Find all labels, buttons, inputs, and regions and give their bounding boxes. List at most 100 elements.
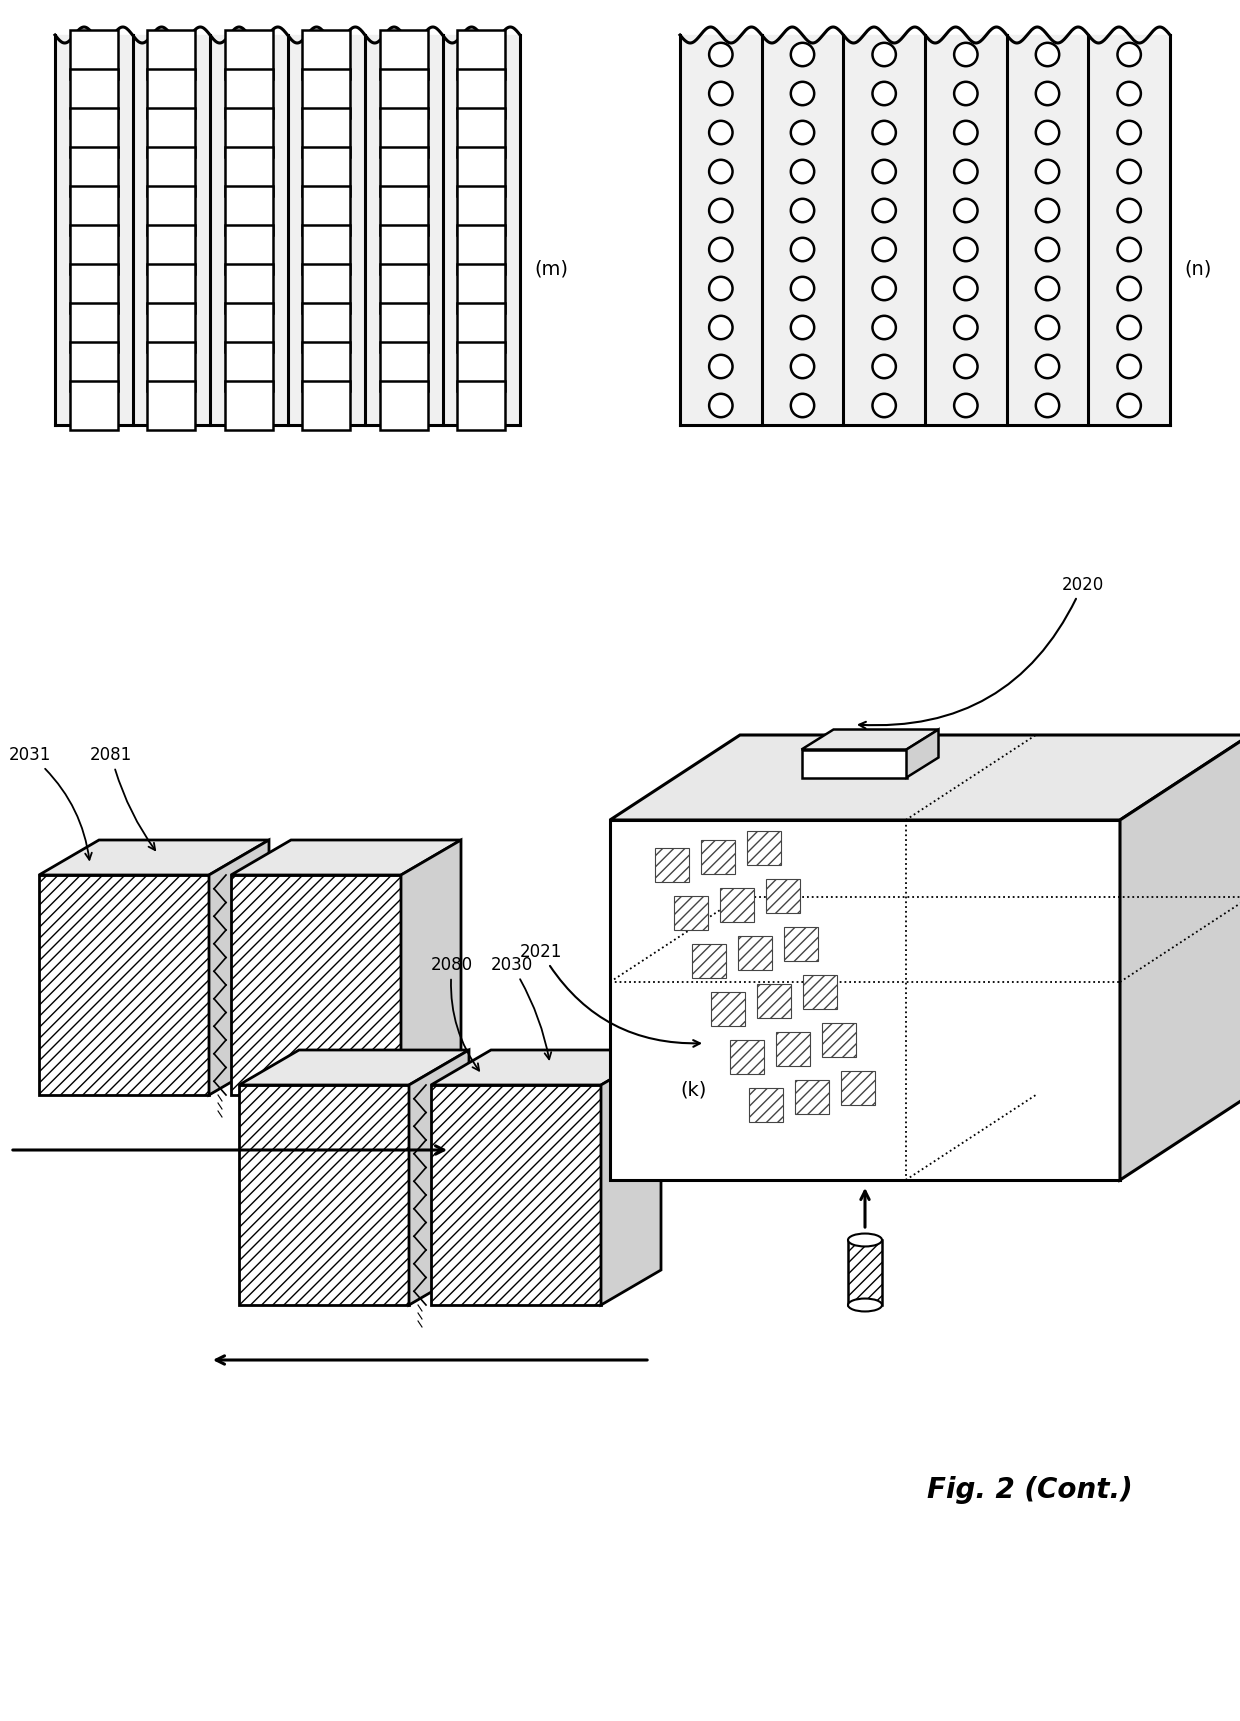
Bar (458, 382, 505, 430)
Polygon shape (1120, 735, 1240, 1181)
Circle shape (873, 277, 895, 299)
Polygon shape (801, 730, 939, 750)
Circle shape (954, 120, 977, 145)
Circle shape (791, 160, 815, 182)
Bar (69, 382, 118, 430)
Bar (303, 108, 350, 157)
Bar (303, 186, 350, 234)
Circle shape (791, 83, 815, 105)
Bar (822, 1022, 856, 1057)
Bar (69, 342, 118, 391)
Circle shape (791, 394, 815, 416)
Bar (692, 945, 727, 978)
Circle shape (954, 277, 977, 299)
Bar (379, 108, 428, 157)
Bar (379, 265, 428, 313)
Bar (379, 69, 428, 117)
Polygon shape (409, 1050, 469, 1305)
Polygon shape (610, 819, 1120, 1181)
Bar (848, 1241, 882, 1305)
Circle shape (791, 120, 815, 145)
Bar (379, 31, 428, 79)
Bar (148, 303, 195, 351)
Text: (m): (m) (534, 260, 568, 279)
Circle shape (1035, 120, 1059, 145)
Circle shape (1117, 355, 1141, 379)
Bar (458, 342, 505, 391)
Bar (458, 303, 505, 351)
Bar (719, 888, 754, 921)
Bar (224, 303, 273, 351)
Bar (841, 1070, 874, 1105)
Bar (458, 265, 505, 313)
Bar (69, 265, 118, 313)
Bar (224, 148, 273, 196)
Circle shape (791, 315, 815, 339)
Bar (746, 831, 781, 866)
Bar (795, 1079, 828, 1113)
Bar (303, 148, 350, 196)
Circle shape (873, 237, 895, 262)
Circle shape (709, 315, 733, 339)
Circle shape (1117, 277, 1141, 299)
Circle shape (1117, 43, 1141, 65)
Circle shape (791, 200, 815, 222)
Bar (303, 265, 350, 313)
Polygon shape (432, 1050, 661, 1084)
Circle shape (709, 43, 733, 65)
Bar (224, 31, 273, 79)
Bar (224, 342, 273, 391)
Bar (69, 186, 118, 234)
Bar (69, 225, 118, 274)
Polygon shape (55, 34, 520, 425)
Bar (148, 108, 195, 157)
Bar (303, 69, 350, 117)
Bar (148, 186, 195, 234)
Circle shape (1035, 277, 1059, 299)
Circle shape (709, 394, 733, 416)
Bar (303, 342, 350, 391)
Circle shape (954, 237, 977, 262)
Bar (458, 148, 505, 196)
Circle shape (709, 83, 733, 105)
Circle shape (1035, 394, 1059, 416)
Bar (458, 108, 505, 157)
Bar (224, 225, 273, 274)
Circle shape (873, 120, 895, 145)
Circle shape (1117, 120, 1141, 145)
Bar (458, 69, 505, 117)
Circle shape (873, 160, 895, 182)
Text: 2031: 2031 (9, 745, 92, 860)
Circle shape (791, 277, 815, 299)
Circle shape (954, 83, 977, 105)
Polygon shape (38, 874, 210, 1095)
Circle shape (954, 160, 977, 182)
Circle shape (1035, 200, 1059, 222)
Circle shape (1035, 355, 1059, 379)
Text: Fig. 2 (Cont.): Fig. 2 (Cont.) (928, 1477, 1133, 1504)
Polygon shape (401, 840, 461, 1095)
Bar (379, 303, 428, 351)
Bar (148, 225, 195, 274)
Bar (224, 382, 273, 430)
Bar (303, 303, 350, 351)
Bar (148, 31, 195, 79)
Circle shape (1117, 237, 1141, 262)
Polygon shape (231, 840, 461, 874)
Circle shape (1035, 160, 1059, 182)
Bar (303, 382, 350, 430)
Bar (804, 976, 837, 1009)
Bar (303, 225, 350, 274)
Bar (379, 382, 428, 430)
Bar (303, 31, 350, 79)
Circle shape (709, 200, 733, 222)
Bar (69, 303, 118, 351)
Circle shape (1035, 237, 1059, 262)
Circle shape (709, 355, 733, 379)
Circle shape (1035, 315, 1059, 339)
Bar (224, 108, 273, 157)
Bar (766, 879, 800, 914)
Circle shape (873, 200, 895, 222)
Ellipse shape (848, 1299, 882, 1311)
Circle shape (1117, 83, 1141, 105)
